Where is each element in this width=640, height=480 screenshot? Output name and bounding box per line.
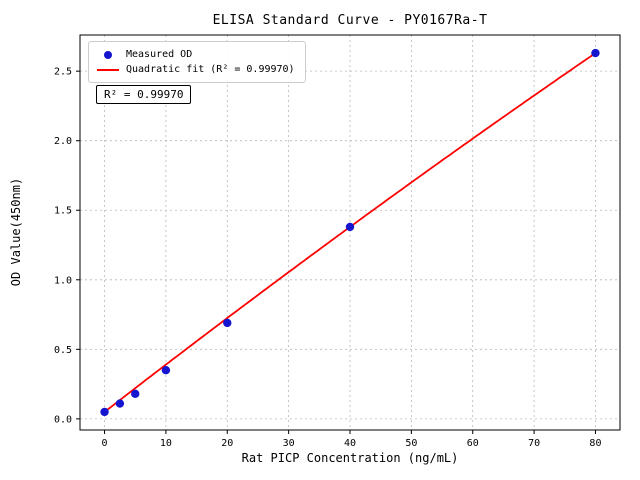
data-point xyxy=(131,389,140,399)
chart-title: ELISA Standard Curve - PY0167Ra-T xyxy=(212,13,488,28)
x-tick-label: 20 xyxy=(221,438,233,449)
y-tick-label: 0.0 xyxy=(54,414,72,425)
legend-label-measured: Measured OD xyxy=(126,49,193,60)
y-axis-label: OD Value(450nm) xyxy=(9,177,23,287)
x-tick-label: 30 xyxy=(283,438,295,449)
data-point xyxy=(591,48,600,58)
data-point xyxy=(161,365,171,375)
legend: Measured OD Quadratic fit (R² = 0.99970) xyxy=(88,41,306,83)
r-squared-annotation: R² = 0.99970 xyxy=(96,85,192,104)
line-marker-icon xyxy=(97,68,119,71)
y-tick-label: 2.0 xyxy=(54,136,72,147)
x-tick-label: 0 xyxy=(102,438,108,449)
x-tick-label: 10 xyxy=(160,438,172,449)
data-point xyxy=(345,222,355,232)
data-point xyxy=(115,399,125,408)
y-tick-label: 1.0 xyxy=(54,275,72,286)
y-tick-label: 0.5 xyxy=(54,345,72,356)
data-point xyxy=(100,407,109,417)
legend-label-fit: Quadratic fit (R² = 0.99970) xyxy=(126,64,295,75)
x-tick-label: 50 xyxy=(405,438,417,449)
y-tick-label: 1.5 xyxy=(54,206,72,217)
x-axis-label: Rat PICP Concentration (ng/mL) xyxy=(241,451,459,465)
y-tick-label: 2.5 xyxy=(54,67,72,78)
scatter-marker-icon xyxy=(104,50,112,59)
x-tick-label: 70 xyxy=(528,438,540,449)
data-point xyxy=(223,318,232,328)
x-tick-label: 80 xyxy=(589,438,601,449)
x-tick-label: 40 xyxy=(344,438,356,449)
legend-item-measured: Measured OD xyxy=(97,47,295,62)
x-tick-label: 60 xyxy=(467,438,479,449)
legend-item-fit: Quadratic fit (R² = 0.99970) xyxy=(97,62,295,77)
